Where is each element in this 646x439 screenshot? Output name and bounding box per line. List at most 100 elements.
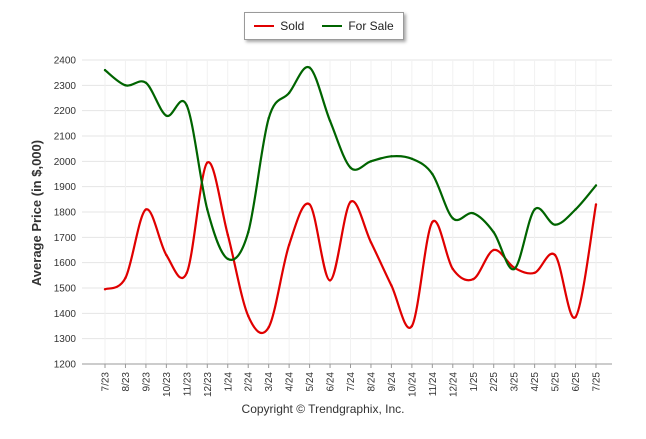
data-point-for-sale <box>287 91 291 95</box>
y-tick-label: 1700 <box>54 233 77 244</box>
x-tick-label: 8/24 <box>366 372 377 392</box>
data-point-for-sale <box>553 223 557 226</box>
data-point-for-sale <box>574 208 577 211</box>
data-point-for-sale <box>267 117 270 120</box>
y-tick-label: 2000 <box>54 157 77 168</box>
y-tick-label: 2200 <box>54 106 77 117</box>
data-point-sold <box>369 241 373 244</box>
legend-label-sold: Sold <box>280 19 305 33</box>
legend-item-sold[interactable]: Sold <box>254 19 304 33</box>
x-tick-label: 9/23 <box>141 372 152 392</box>
data-point-sold <box>165 253 168 257</box>
data-point-for-sale <box>349 166 352 169</box>
x-tick-label: 11/23 <box>182 372 193 397</box>
x-tick-label: 5/24 <box>305 372 316 392</box>
data-point-for-sale <box>185 104 189 107</box>
data-point-sold <box>431 220 434 224</box>
data-point-sold <box>267 326 270 329</box>
x-tick-label: 10/23 <box>162 372 173 397</box>
x-tick-label: 7/25 <box>592 372 603 392</box>
data-point-for-sale <box>328 119 332 123</box>
x-tick-label: 6/24 <box>326 372 337 392</box>
copyright-text: Copyright © Trendgraphix, Inc. <box>241 402 405 416</box>
data-point-sold <box>574 315 577 319</box>
x-tick-label: 3/25 <box>510 372 521 392</box>
x-tick-label: 2/25 <box>489 372 500 392</box>
data-point-sold <box>472 277 475 281</box>
data-point-sold <box>287 243 291 247</box>
legend-item-for-sale[interactable]: For Sale <box>322 19 394 33</box>
data-point-for-sale <box>165 114 168 117</box>
data-point-for-sale <box>144 81 148 85</box>
data-point-for-sale <box>410 157 414 160</box>
data-point-for-sale <box>431 172 434 176</box>
data-point-for-sale <box>369 160 373 163</box>
data-point-for-sale <box>512 267 516 271</box>
x-tick-label: 6/25 <box>571 372 582 392</box>
axis-layer: 1200 1300 1400 1500 1600 1700 1800 1900 2000 2100… <box>54 56 612 397</box>
y-tick-label: 2400 <box>54 56 77 67</box>
x-tick-label: 8/23 <box>121 372 132 392</box>
y-tick-label: 2300 <box>54 81 77 92</box>
data-point-sold <box>144 208 148 211</box>
chart-legend: Sold For Sale <box>244 12 404 40</box>
data-point-sold <box>308 203 311 206</box>
grid-layer <box>82 59 612 365</box>
y-tick-label: 1900 <box>54 182 77 193</box>
data-point-sold <box>410 324 414 328</box>
data-point-sold <box>349 200 352 204</box>
data-point-for-sale <box>247 231 250 234</box>
x-tick-label: 4/24 <box>285 372 296 392</box>
x-tick-label: 12/24 <box>448 372 459 397</box>
x-tick-label: 3/24 <box>264 372 275 392</box>
data-point-sold <box>451 267 454 271</box>
data-point-for-sale <box>124 84 127 87</box>
data-point-sold <box>492 248 495 252</box>
y-axis-label: Average Price (in $,000) <box>29 140 44 286</box>
x-tick-label: 11/24 <box>428 372 439 397</box>
data-point-sold <box>533 271 536 274</box>
data-point-for-sale <box>451 217 454 220</box>
data-point-sold <box>206 161 209 164</box>
x-tick-label: 1/25 <box>469 372 480 392</box>
data-point-for-sale <box>103 68 107 72</box>
data-point-sold <box>185 271 189 274</box>
data-point-for-sale <box>308 66 311 69</box>
legend-label-for-sale: For Sale <box>348 19 394 33</box>
legend-swatch-sold <box>254 25 275 27</box>
data-point-for-sale <box>594 184 598 187</box>
data-point-for-sale <box>533 208 536 211</box>
legend-swatch-for-sale <box>322 25 343 27</box>
x-tick-label: 9/24 <box>387 372 398 392</box>
data-point-sold <box>553 253 557 257</box>
data-point-for-sale <box>492 231 495 234</box>
data-point-sold <box>247 314 250 318</box>
y-tick-label: 1800 <box>54 208 77 219</box>
x-tick-label: 10/24 <box>407 372 418 397</box>
y-tick-label: 1600 <box>54 258 77 269</box>
data-point-for-sale <box>226 257 229 261</box>
x-tick-label: 7/23 <box>101 372 112 392</box>
data-point-sold <box>226 233 229 236</box>
data-point-for-sale <box>472 212 475 215</box>
data-point-for-sale <box>390 155 393 158</box>
x-tick-label: 7/24 <box>346 372 357 392</box>
y-tick-label: 1400 <box>54 309 77 320</box>
x-tick-label: 1/24 <box>223 372 234 392</box>
data-point-sold <box>390 284 393 287</box>
data-point-for-sale <box>206 208 209 211</box>
data-point-sold <box>328 279 332 282</box>
y-tick-label: 1300 <box>54 334 77 345</box>
x-tick-label: 5/25 <box>551 372 562 392</box>
data-point-sold <box>103 288 107 291</box>
y-tick-label: 1200 <box>54 360 77 371</box>
series-layer <box>103 65 598 335</box>
x-tick-label: 12/23 <box>203 372 214 397</box>
y-tick-label: 2100 <box>54 132 77 143</box>
x-tick-label: 2/24 <box>244 372 255 392</box>
y-tick-label: 1500 <box>54 284 77 295</box>
data-point-sold <box>594 203 598 206</box>
data-point-sold <box>124 276 127 280</box>
